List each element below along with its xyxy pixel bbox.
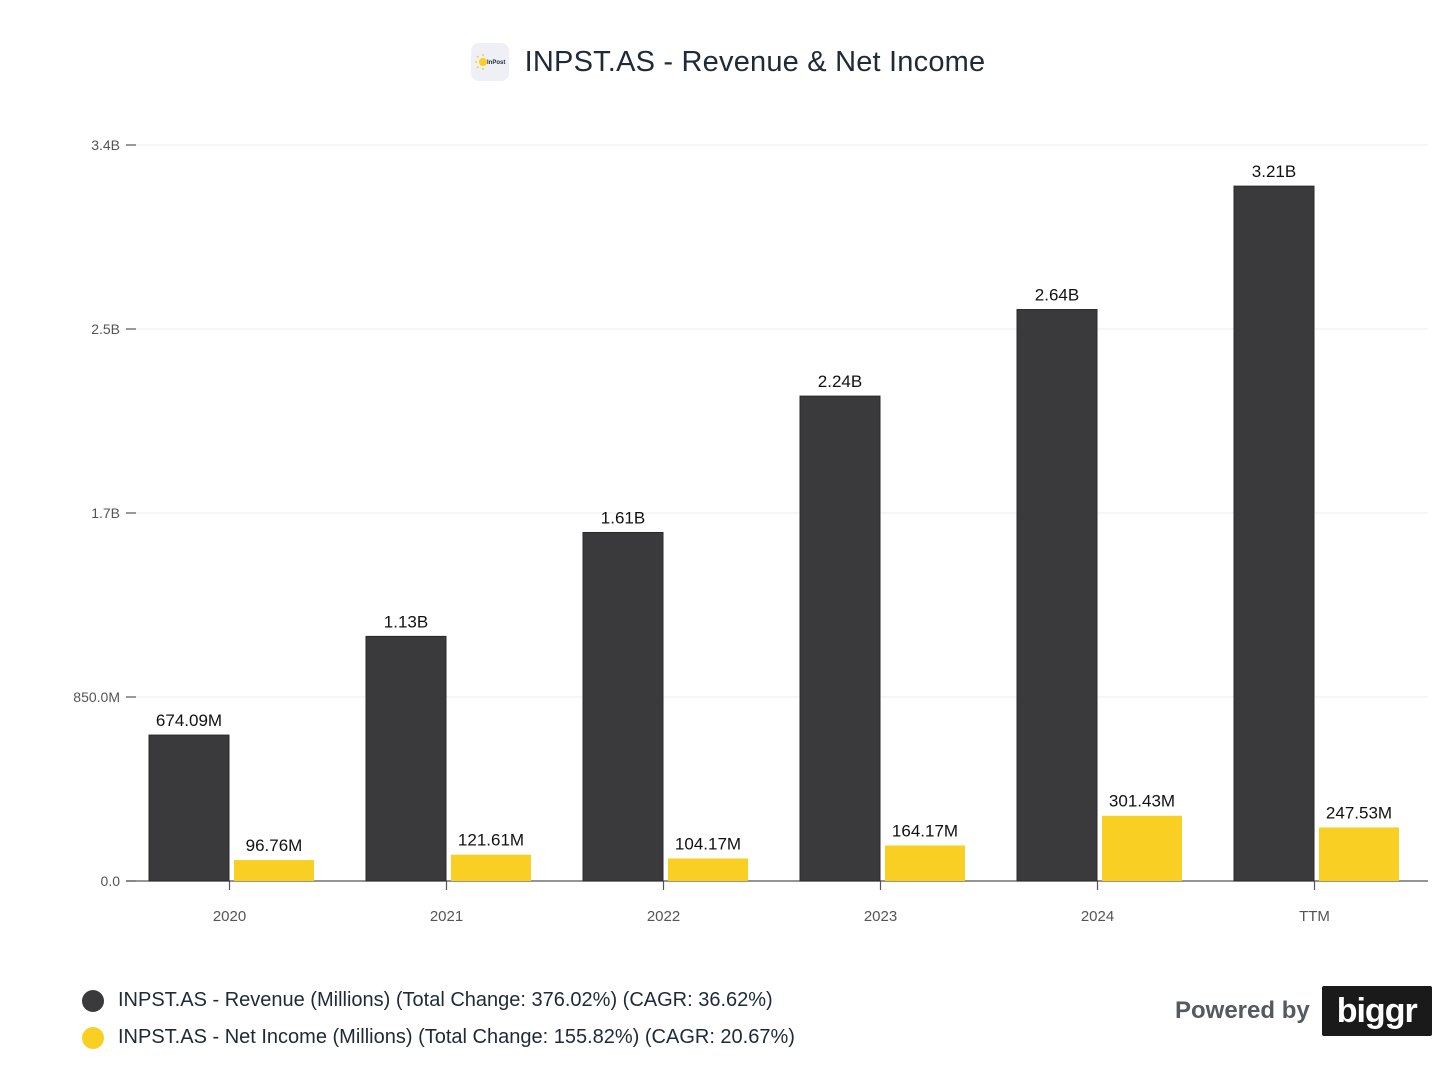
logo-text: InPost [487,60,505,66]
net-income-bar [885,845,965,881]
bar-chart: 0.0 850.0M 1.7B 2.5B 3.4B 2020 674.09M 96.76M 20… [73,137,1428,925]
chart-title: INPST.AS - Revenue & Net Income [524,45,986,78]
x-tick-label: 2021 [430,908,463,925]
legend-item-revenue[interactable]: INPST.AS - Revenue (Millions) (Total Cha… [82,989,773,1012]
net-income-bar [668,858,748,881]
x-tick-label: 2023 [864,908,897,925]
revenue-bar [799,395,881,882]
revenue-data-label: 674.09M [156,711,222,730]
legend-label-revenue: INPST.AS - Revenue (Millions) (Total Cha… [118,989,773,1011]
y-tick-label: 0.0 [101,873,121,889]
inpost-logo-icon: InPost [474,54,505,70]
legend-dot-net-income [82,1026,104,1049]
y-tick-label: 850.0M [73,689,120,705]
net-income-data-label: 96.76M [246,836,303,855]
x-tick-label: 2020 [213,908,246,925]
revenue-data-label: 1.61B [601,508,645,527]
net-income-bar [451,854,531,881]
powered-by-text: Powered by [1175,997,1310,1024]
net-income-data-label: 104.17M [675,834,741,853]
revenue-bar [1233,185,1315,882]
revenue-bar [148,734,230,882]
legend-label-net-income: INPST.AS - Net Income (Millions) (Total … [118,1026,795,1048]
revenue-bar [1016,309,1098,882]
revenue-data-label: 1.13B [384,612,428,631]
x-tick-label: 2022 [647,908,680,925]
biggr-logo: biggr [1321,986,1432,1036]
company-logo: InPost [470,43,509,81]
net-income-data-label: 301.43M [1109,792,1175,811]
x-tick-label: TTM [1299,908,1330,925]
legend-item-net-income[interactable]: INPST.AS - Net Income (Millions) (Total … [82,1026,795,1049]
net-income-bar [234,860,314,881]
net-income-bar [1319,827,1399,881]
revenue-bar [582,531,664,882]
powered-by[interactable]: Powered by biggr [1175,986,1432,1036]
y-tick-label: 2.5B [91,321,120,337]
legend-dot-revenue [82,989,104,1012]
revenue-data-label: 3.21B [1252,162,1296,181]
y-tick-label: 3.4B [91,137,120,153]
net-income-data-label: 247.53M [1326,803,1392,822]
net-income-bar [1102,815,1182,881]
chart-header: InPost INPST.AS - Revenue & Net Income [0,40,1456,84]
y-tick-label: 1.7B [91,505,120,521]
x-tick-label: 2024 [1081,908,1114,925]
revenue-bar [365,635,447,882]
revenue-data-label: 2.64B [1035,286,1079,305]
net-income-data-label: 164.17M [892,821,958,840]
net-income-data-label: 121.61M [458,831,524,850]
revenue-data-label: 2.24B [818,372,862,391]
